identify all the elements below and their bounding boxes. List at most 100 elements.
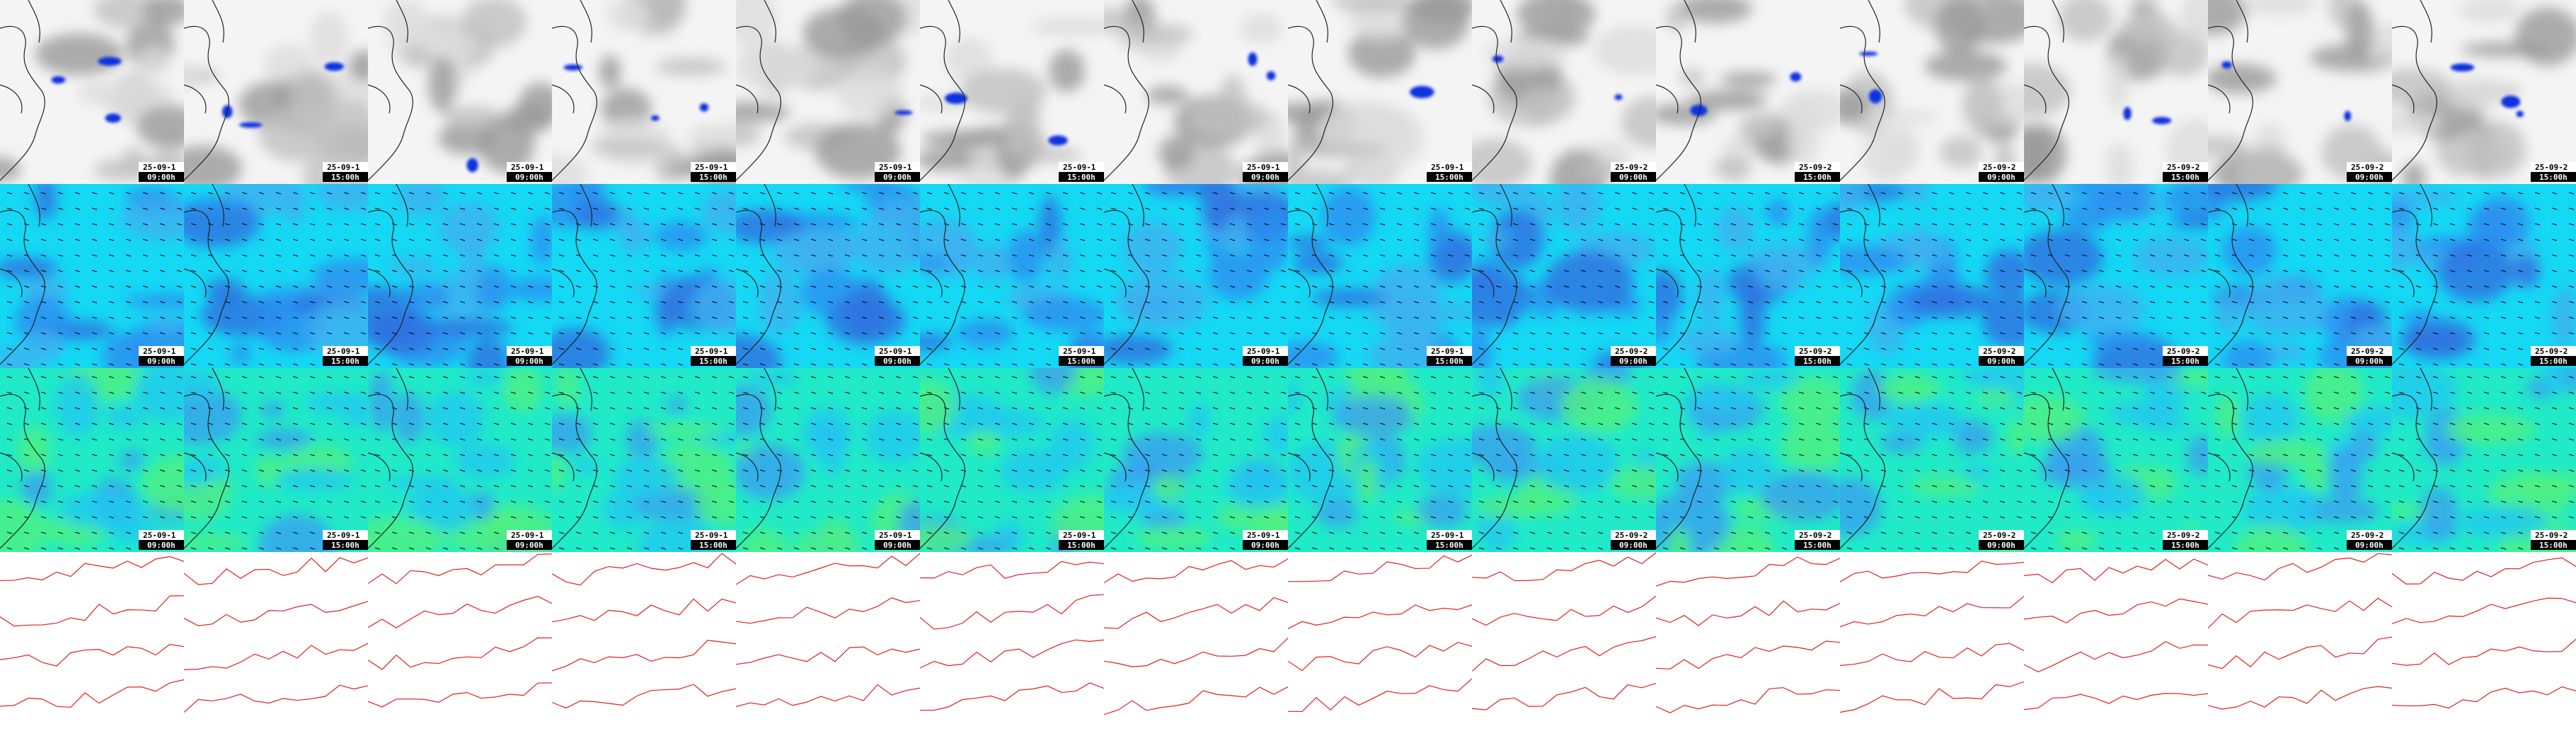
wind-arrow xyxy=(895,207,902,210)
wind-arrow xyxy=(1730,238,1737,241)
wind-arrow xyxy=(1311,500,1318,503)
wind-arrow xyxy=(374,500,381,503)
wind-arrow xyxy=(108,516,115,519)
wind-arrow xyxy=(309,376,316,379)
wind-arrow xyxy=(1597,485,1604,488)
wind-arrow xyxy=(1161,301,1168,304)
wind-arrow xyxy=(544,316,551,319)
wind-arrow xyxy=(643,516,650,519)
wind-arrow xyxy=(1328,516,1335,519)
wind-arrow xyxy=(527,270,534,272)
wind-arrow xyxy=(1764,347,1771,350)
wind-arrow xyxy=(1662,238,1669,241)
wind-arrow xyxy=(493,301,500,304)
map-background xyxy=(0,552,184,736)
wind-arrow xyxy=(2132,376,2139,379)
wind-arrow xyxy=(1798,254,1805,257)
wind-arrow xyxy=(2231,347,2238,350)
wind-arrow xyxy=(1999,223,2006,226)
wind-arrow xyxy=(425,454,432,456)
wind-arrow xyxy=(1294,547,1301,550)
wind-arrow xyxy=(1965,485,1972,488)
wind-arrow xyxy=(1880,270,1887,272)
wind-arrow xyxy=(91,192,98,195)
wind-arrow xyxy=(1464,316,1471,319)
wind-arrow xyxy=(1362,376,1369,379)
wind-arrow xyxy=(1563,516,1570,519)
wind-arrow xyxy=(190,422,197,425)
wind-arrow xyxy=(1280,438,1287,441)
wind-arrow xyxy=(1045,391,1052,394)
wind-arrow xyxy=(575,454,582,456)
wind-arrow xyxy=(878,407,885,410)
wind-arrow xyxy=(2183,422,2190,425)
wind-arrow xyxy=(408,254,415,257)
wind-arrow xyxy=(2064,238,2071,241)
coastline xyxy=(368,368,413,549)
wind-arrow xyxy=(1614,285,1621,288)
wind-arrow xyxy=(1662,407,1669,410)
wind-arrow xyxy=(1263,438,1270,441)
wind-arrow xyxy=(1982,238,1989,241)
wind-arrow xyxy=(2350,376,2357,379)
wind-arrow xyxy=(1478,547,1485,550)
field xyxy=(1104,184,1288,364)
wind-arrow xyxy=(360,192,367,195)
wind-arrow xyxy=(1846,254,1853,257)
wind-arrow xyxy=(1464,485,1471,488)
wind-arrow xyxy=(1161,207,1168,210)
coastline xyxy=(2208,368,2253,549)
wind-arrow xyxy=(1127,223,1134,226)
wind-arrow xyxy=(1713,376,1720,379)
wind-arrow xyxy=(2030,332,2037,335)
wind-arrow xyxy=(1396,454,1403,456)
wind-arrow xyxy=(2115,207,2122,210)
wind-arrow xyxy=(1597,301,1604,304)
wind-arrow xyxy=(1144,422,1151,425)
wind-arrow xyxy=(6,469,13,472)
wind-arrow xyxy=(878,454,885,456)
wind-arrow xyxy=(711,270,718,272)
wind-arrow xyxy=(2132,316,2139,319)
wind-arrow xyxy=(1345,422,1352,425)
wind-arrow xyxy=(1447,516,1454,519)
wind-arrow xyxy=(510,270,517,272)
wind-arrow xyxy=(1764,238,1771,241)
wind-arrow xyxy=(1011,516,1018,519)
wind-arrow xyxy=(459,192,466,195)
wind-arrow xyxy=(2064,254,2071,257)
wind-arrow xyxy=(425,347,432,350)
wind-arrow xyxy=(374,547,381,550)
wind-arrow xyxy=(2183,516,2190,519)
wind-arrow xyxy=(1430,238,1437,241)
wind-arrow xyxy=(2265,207,2272,210)
wind-arrow xyxy=(592,500,599,503)
wind-arrow xyxy=(878,207,885,210)
wind-arrow xyxy=(626,407,633,410)
wind-arrow xyxy=(190,376,197,379)
wind-arrow xyxy=(575,316,582,319)
wind-arrow xyxy=(1897,531,1904,534)
wind-arrow xyxy=(2098,363,2105,366)
wind-arrow xyxy=(2432,547,2439,550)
wind-arrow xyxy=(360,438,367,441)
wind-arrow xyxy=(1396,238,1403,241)
wind-arrow xyxy=(142,391,149,394)
wind-arrow xyxy=(895,407,902,410)
wind-arrow xyxy=(2432,531,2439,534)
wind-arrow xyxy=(793,223,800,226)
wind-arrow xyxy=(878,285,885,288)
wind-arrow xyxy=(159,301,166,304)
wind-arrow xyxy=(1631,316,1638,319)
wind-arrow xyxy=(1648,454,1655,456)
wind-arrow xyxy=(2384,301,2391,304)
wind-arrow xyxy=(912,485,919,488)
wind-arrow xyxy=(1631,438,1638,441)
wind-arrow xyxy=(544,485,551,488)
wind-arrow xyxy=(1229,270,1236,272)
wind-arrow xyxy=(793,531,800,534)
label-box xyxy=(1243,356,1288,366)
field xyxy=(920,195,1104,368)
wind-arrow xyxy=(224,192,231,195)
wind-arrow xyxy=(1512,192,1519,195)
